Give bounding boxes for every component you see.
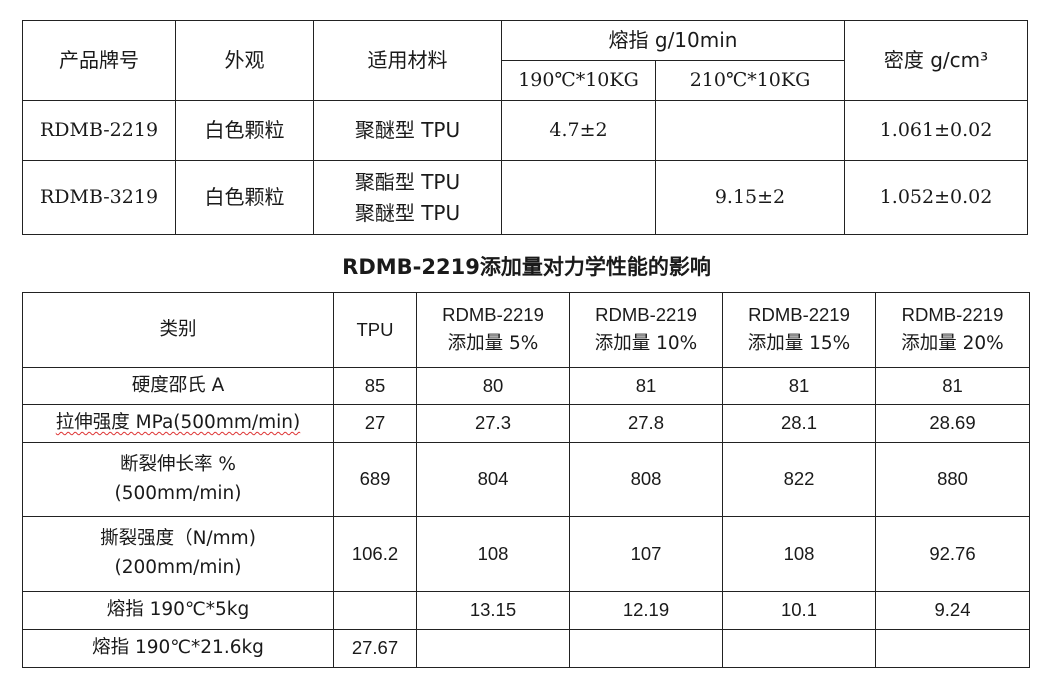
cell-tpu: 85 <box>333 367 417 405</box>
header-line: RDMB-2219 <box>595 304 697 326</box>
header-line: 添加量 5% <box>447 333 539 354</box>
cell-add-5: 27.3 <box>416 404 570 443</box>
header-add-15: RDMB-2219 添加量 15% <box>722 292 876 368</box>
cell-add-20: 28.69 <box>875 404 1030 443</box>
cell-add-20 <box>875 629 1030 668</box>
cell-product: RDMB-2219 <box>22 100 176 161</box>
header-add-20: RDMB-2219 添加量 20% <box>875 292 1030 368</box>
table-row: 熔指 190℃*5kg 13.15 12.19 10.1 9.24 <box>22 591 1030 630</box>
row-label: 撕裂强度（N/mm) (200mm/min) <box>22 516 334 592</box>
material-line: 聚醚型 TPU <box>354 200 461 225</box>
table-row: RDMB-2219 白色颗粒 聚醚型 TPU 4.7±2 1.061±0.02 <box>22 100 1028 161</box>
cell-density: 1.061±0.02 <box>844 100 1028 161</box>
cell-add-10: 107 <box>569 516 723 592</box>
header-material: 适用材料 <box>313 20 502 101</box>
cell-add-15: 28.1 <box>722 404 876 443</box>
cell-add-15: 81 <box>722 367 876 405</box>
material-line: 聚酯型 TPU <box>354 169 461 194</box>
row-label: 熔指 190℃*5kg <box>22 591 334 630</box>
cell-tpu: 27.67 <box>333 629 417 668</box>
cell-appearance: 白色颗粒 <box>175 160 314 235</box>
header-density: 密度 g/cm³ <box>844 20 1028 101</box>
cell-add-5: 108 <box>416 516 570 592</box>
header-line: 添加量 15% <box>747 333 851 354</box>
row-label-line: 撕裂强度（N/mm) <box>100 528 256 550</box>
cell-mi-190 <box>501 160 656 235</box>
header-tpu: TPU <box>333 292 417 368</box>
cell-mi-210: 9.15±2 <box>655 160 845 235</box>
row-label-line: 断裂伸长率 % <box>120 453 236 475</box>
table-row: RDMB-3219 白色颗粒 聚酯型 TPU 聚醚型 TPU 9.15±2 1.… <box>22 160 1028 235</box>
cell-product: RDMB-3219 <box>22 160 176 235</box>
cell-tpu: 106.2 <box>333 516 417 592</box>
table-row: 断裂伸长率 % (500mm/min) 689 804 808 822 880 <box>22 442 1030 517</box>
cell-add-15: 10.1 <box>722 591 876 630</box>
cell-tpu: 689 <box>333 442 417 517</box>
header-line: RDMB-2219 <box>748 304 850 326</box>
cell-density: 1.052±0.02 <box>844 160 1028 235</box>
header-melt-index: 熔指 g/10min <box>501 20 845 61</box>
table-row: 硬度邵氏 A 85 80 81 81 81 <box>22 367 1030 405</box>
header-add-5: RDMB-2219 添加量 5% <box>416 292 570 368</box>
header-mi-210: 210℃*10KG <box>655 60 845 101</box>
row-label: 熔指 190℃*21.6kg <box>22 629 334 668</box>
cell-mi-190: 4.7±2 <box>501 100 656 161</box>
cell-material: 聚酯型 TPU 聚醚型 TPU <box>313 160 502 235</box>
cell-add-15: 822 <box>722 442 876 517</box>
header-line: 添加量 10% <box>594 333 698 354</box>
row-label: 硬度邵氏 A <box>22 367 334 405</box>
performance-table: 类别 TPU RDMB-2219 添加量 5% RDMB-2219 添加量 10% … <box>22 292 1030 668</box>
material-line: 聚醚型 TPU <box>354 118 461 142</box>
cell-add-15 <box>722 629 876 668</box>
header-line: RDMB-2219 <box>442 304 544 326</box>
row-label: 拉伸强度 MPa(500mm/min) <box>22 404 334 443</box>
header-add-10: RDMB-2219 添加量 10% <box>569 292 723 368</box>
header-appearance: 外观 <box>175 20 314 101</box>
cell-add-10: 27.8 <box>569 404 723 443</box>
row-label-line: (200mm/min) <box>114 557 242 578</box>
cell-tpu: 27 <box>333 404 417 443</box>
header-category: 类别 <box>22 292 334 368</box>
header-mi-190: 190℃*10KG <box>501 60 656 101</box>
cell-add-15: 108 <box>722 516 876 592</box>
cell-add-20: 9.24 <box>875 591 1030 630</box>
header-line: RDMB-2219 <box>901 304 1004 326</box>
table-row: 撕裂强度（N/mm) (200mm/min) 106.2 108 107 108 … <box>22 516 1030 592</box>
cell-add-5 <box>416 629 570 668</box>
product-spec-table: 产品牌号 外观 适用材料 熔指 g/10min 密度 g/cm³ 190℃*10… <box>22 20 1028 235</box>
cell-add-20: 92.76 <box>875 516 1030 592</box>
table-row: 拉伸强度 MPa(500mm/min) 27 27.3 27.8 28.1 28… <box>22 404 1030 443</box>
section-title: RDMB-2219添加量对力学性能的影响 <box>342 255 711 279</box>
cell-add-5: 804 <box>416 442 570 517</box>
cell-add-10: 808 <box>569 442 723 517</box>
row-label-line: (500mm/min) <box>114 482 242 504</box>
table-row: 熔指 190℃*21.6kg 27.67 <box>22 629 1030 668</box>
row-label: 断裂伸长率 % (500mm/min) <box>22 442 334 517</box>
cell-material: 聚醚型 TPU <box>313 100 502 161</box>
cell-add-10: 12.19 <box>569 591 723 630</box>
cell-mi-210 <box>655 100 845 161</box>
cell-add-20: 880 <box>875 442 1030 517</box>
header-line: 添加量 20% <box>901 333 1004 354</box>
cell-add-5: 13.15 <box>416 591 570 630</box>
header-row: 类别 TPU RDMB-2219 添加量 5% RDMB-2219 添加量 10% … <box>22 292 1030 368</box>
cell-appearance: 白色颗粒 <box>175 100 314 161</box>
cell-add-20: 81 <box>875 367 1030 405</box>
cell-tpu <box>333 591 417 630</box>
cell-add-5: 80 <box>416 367 570 405</box>
header-product: 产品牌号 <box>22 20 176 101</box>
cell-add-10: 81 <box>569 367 723 405</box>
cell-add-10 <box>569 629 723 668</box>
row-label-text: 拉伸强度 MPa(500mm/min) <box>55 412 301 434</box>
